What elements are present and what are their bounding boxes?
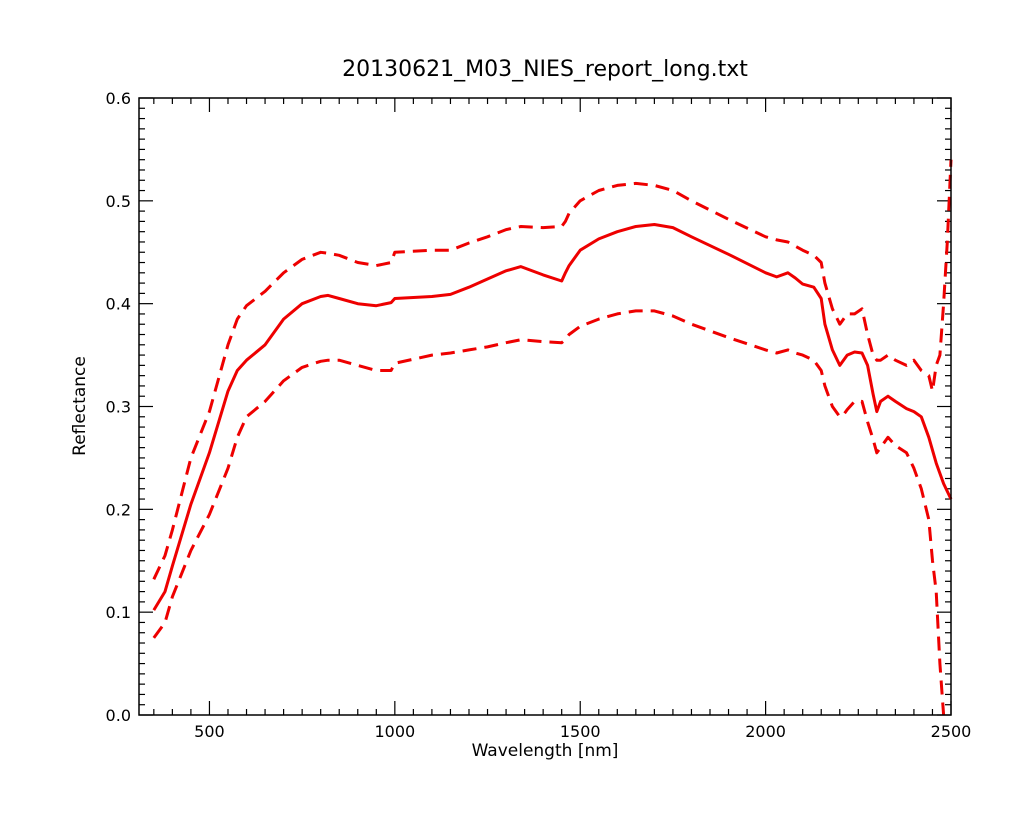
y-tick-label: 0.5: [106, 192, 131, 211]
x-axis-label: Wavelength [nm]: [472, 741, 619, 761]
x-tick-label: 2000: [745, 722, 786, 741]
lower-bound-line: [152, 309, 946, 716]
y-tick-label: 0.4: [106, 295, 131, 314]
x-tick-label: 2500: [931, 722, 972, 741]
mean-reflectance-line: [152, 223, 953, 611]
y-tick-label: 0.6: [106, 89, 131, 108]
y-tick-label: 0.3: [106, 398, 131, 417]
y-tick-label: 0.1: [106, 603, 131, 622]
x-tick-label: 1000: [374, 722, 415, 741]
x-tick-label: 1500: [560, 722, 601, 741]
y-tick-label: 0.0: [106, 706, 131, 725]
upper-bound-line: [152, 159, 953, 580]
axis-ticks: 500 1000 1500 2000 2500 0.0 0.1 0.2 0.3 0.4 0.5 0.6: [106, 89, 972, 741]
plot-series: [152, 159, 953, 716]
plot-frame: [138, 97, 952, 716]
y-tick-label: 0.2: [106, 500, 131, 519]
y-axis-label: Reflectance: [70, 356, 90, 456]
x-tick-label: 500: [194, 722, 225, 741]
chart-title: 20130621_M03_NIES_report_long.txt: [342, 57, 748, 82]
